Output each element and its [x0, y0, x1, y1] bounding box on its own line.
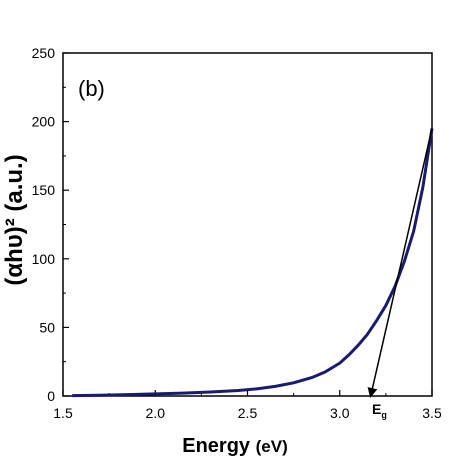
- y-tick-labels: 0 50 100 150 200 250: [32, 45, 56, 404]
- x-tick-labels: 1.5 2.0 2.5 3.0 3.5: [53, 405, 442, 421]
- axis-ticks: [62, 52, 433, 397]
- y-tick-label: 50: [39, 319, 55, 335]
- x-axis-label-main: Energy: [182, 435, 251, 457]
- eg-label: Eg: [372, 401, 387, 420]
- y-tick-label: 200: [32, 114, 56, 130]
- x-tick-label: 3.0: [330, 405, 350, 421]
- plot-frame: [62, 52, 433, 397]
- series-line: [72, 128, 434, 398]
- y-tick-label: 250: [32, 45, 56, 61]
- tangent-arrow: [367, 128, 433, 398]
- y-tick-label: 100: [32, 251, 56, 267]
- x-tick-label: 2.0: [146, 405, 166, 421]
- x-axis-label-unit: (eV): [256, 437, 288, 456]
- x-axis-label: Energy (eV): [182, 435, 288, 457]
- eg-label-sub: g: [381, 410, 387, 420]
- x-tick-label: 2.5: [238, 405, 258, 421]
- eg-label-main: E: [372, 401, 381, 417]
- x-tick-label: 1.5: [53, 405, 73, 421]
- y-tick-label: 0: [47, 388, 55, 404]
- x-tick-label: 3.5: [422, 405, 442, 421]
- y-tick-label: 150: [32, 182, 56, 198]
- panel-label: (b): [78, 76, 105, 101]
- y-axis-label: (αhυ)² (a.u.): [1, 154, 28, 285]
